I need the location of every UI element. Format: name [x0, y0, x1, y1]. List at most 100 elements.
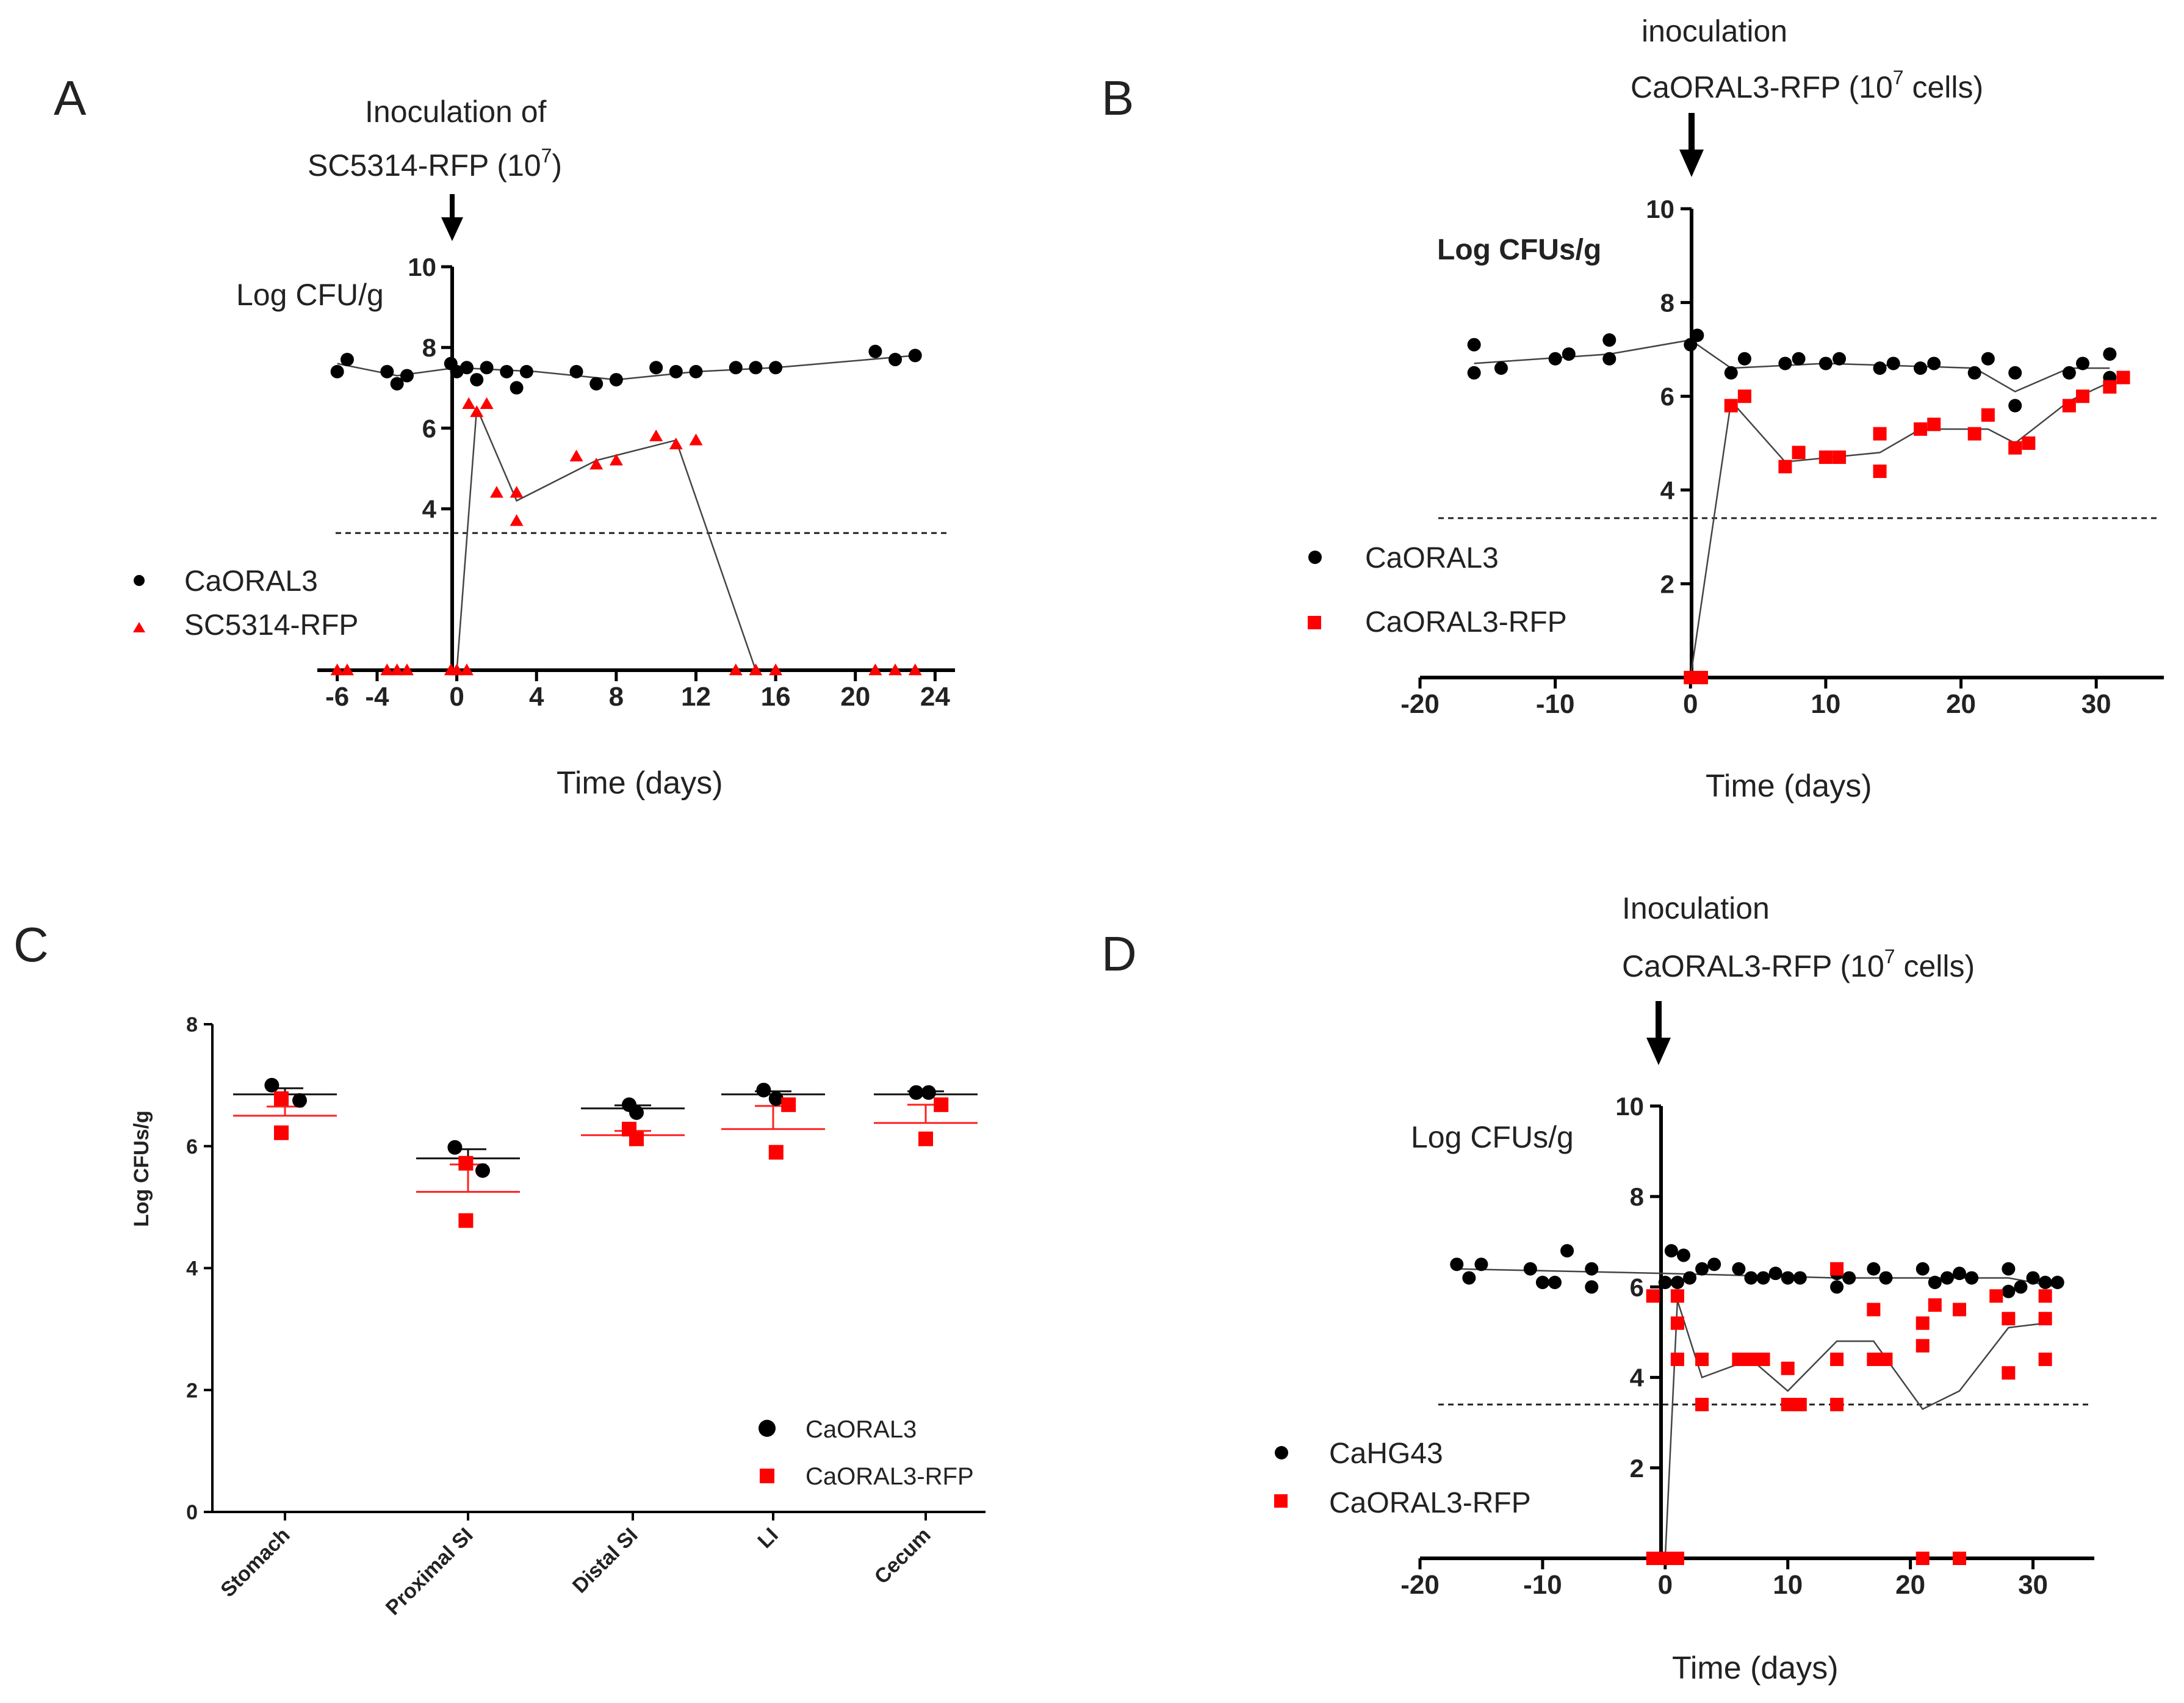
x-tick-label: 10	[1811, 689, 1840, 719]
x-tick-label: 30	[2018, 1570, 2048, 1600]
x-tick-label: 20	[840, 682, 870, 712]
x-tick-label: 12	[681, 682, 711, 712]
data-point-cahg43	[1793, 1271, 1807, 1285]
data-point-caoral3	[1778, 356, 1792, 371]
y-tick-label: 2	[1660, 569, 1674, 598]
data-point-caoral3	[1467, 338, 1481, 352]
x-tick-label: 0	[449, 682, 464, 712]
data-point-caoral3	[649, 361, 663, 375]
panel-b-ylabel: Log CFUs/g	[1437, 234, 1601, 266]
data-point-caoral3-rfp	[918, 1131, 933, 1146]
data-point-caoral3	[1562, 347, 1576, 361]
data-point-sc5314-rfp	[470, 405, 484, 418]
y-tick-label: 6	[1630, 1273, 1644, 1301]
legend-label-cahg43: CaHG43	[1329, 1437, 1443, 1470]
data-point-cahg43	[1744, 1271, 1758, 1285]
legend-marker-caoral3-rfp	[760, 1469, 774, 1483]
data-point-cahg43	[1548, 1275, 1562, 1289]
legend-marker-cahg43	[1275, 1446, 1288, 1459]
data-point-cahg43	[1842, 1271, 1856, 1285]
data-point-caoral3-rfp	[1879, 1352, 1893, 1366]
legend-label-caoral3: CaORAL3	[805, 1416, 917, 1443]
panel-a-annotation-exponent: 7	[541, 145, 552, 167]
data-point-caoral3	[1818, 356, 1833, 371]
data-point-caoral3-rfp	[2116, 371, 2130, 385]
data-point-caoral3-rfp	[274, 1125, 289, 1140]
data-point-caoral3-rfp	[1967, 427, 1981, 441]
panel-d-annotation-line1: Inoculation	[1622, 891, 1770, 925]
data-point-cahg43	[1676, 1248, 1690, 1262]
data-point-caoral3-rfp	[1989, 1289, 2003, 1303]
data-point-caoral3-rfp	[2002, 1366, 2016, 1380]
data-point-sc5314-rfp	[609, 454, 623, 466]
panel-label-d: D	[1101, 927, 1137, 981]
data-point-caoral3	[908, 349, 922, 363]
data-point-caoral3	[769, 361, 783, 375]
y-tick-label: 4	[422, 495, 437, 524]
data-point-caoral3-rfp	[1953, 1552, 1966, 1565]
panel-a-annotation-line1: Inoculation of	[365, 95, 547, 129]
data-point-caoral3	[519, 364, 533, 378]
data-point-caoral3-rfp	[1695, 671, 1709, 684]
series-caoral3	[330, 344, 922, 395]
data-point-caoral3	[1737, 352, 1751, 366]
panel-a-xlabel: Time (days)	[557, 765, 723, 801]
y-tick-label: 2	[186, 1379, 198, 1402]
data-point-caoral3	[2076, 356, 2090, 371]
data-point-caoral3	[390, 377, 404, 391]
panel-d-annotation-exponent: 7	[1884, 946, 1895, 967]
data-point-caoral3	[330, 364, 344, 378]
data-point-caoral3	[1914, 361, 1928, 375]
panel-b-annotation-suffix: cells)	[1904, 70, 1984, 104]
data-point-caoral3	[2008, 366, 2022, 380]
data-point-caoral3	[1927, 356, 1941, 371]
data-point-caoral3	[2103, 347, 2117, 361]
data-point-caoral3	[264, 1077, 279, 1093]
data-point-caoral3	[1833, 352, 1847, 366]
panel-c-ylabel: Log CFUs/g	[130, 1110, 153, 1227]
data-point-sc5314-rfp	[462, 397, 476, 409]
y-tick-label: 10	[408, 253, 436, 281]
data-point-cahg43	[2050, 1275, 2064, 1289]
data-point-caoral3	[569, 364, 583, 378]
data-point-caoral3-rfp	[1695, 1352, 1709, 1366]
legend-marker-sc5314-rfp	[133, 622, 145, 632]
x-tick-label: 0	[1683, 689, 1698, 719]
data-point-caoral3-rfp	[1830, 1262, 1844, 1276]
data-point-cahg43	[1585, 1280, 1599, 1294]
data-point-caoral3-rfp	[2062, 399, 2076, 413]
data-point-caoral3	[292, 1093, 307, 1108]
data-point-sc5314-rfp	[510, 486, 524, 498]
legend-marker-caoral3-rfp	[1308, 616, 1321, 629]
data-point-caoral3	[1467, 366, 1481, 380]
legend-label-caoral3: CaORAL3	[184, 565, 318, 598]
data-point-caoral3-rfp	[1781, 1398, 1795, 1412]
data-point-caoral3-rfp	[2038, 1312, 2052, 1326]
legend-marker-caoral3	[1308, 551, 1322, 564]
data-point-caoral3-rfp	[1670, 1552, 1684, 1565]
data-point-caoral3	[749, 361, 763, 375]
data-point-cahg43	[1953, 1267, 1966, 1281]
data-point-sc5314-rfp	[769, 663, 783, 676]
data-point-caoral3	[1724, 366, 1738, 380]
data-point-caoral3	[380, 364, 394, 378]
panel-d-legend: CaHG43 CaORAL3-RFP	[1274, 1437, 1531, 1519]
panel-b-plot-area: -20 -10 0 10 20 30 2 4 6 8 10	[1400, 195, 2164, 719]
data-point-caoral3-rfp	[1744, 1352, 1758, 1366]
data-point-caoral3	[510, 381, 524, 395]
panel-b-annotation-line2: CaORAL3-RFP (107 cells)	[1631, 67, 1983, 104]
data-point-caoral3-rfp	[1778, 460, 1792, 474]
series-caoral3-rfp	[274, 1091, 949, 1228]
panel-a: Inoculation of SC5314-RFP (107) Log CFU/…	[133, 95, 955, 801]
data-point-caoral3-rfp	[1684, 671, 1698, 684]
panel-a-arrow	[441, 194, 463, 241]
data-point-caoral3-rfp	[1830, 1352, 1844, 1366]
data-point-cahg43	[1560, 1244, 1574, 1258]
panel-b-annotation-line1: inoculation	[1642, 14, 1787, 48]
y-tick-label: 4	[186, 1257, 198, 1281]
panel-d-annotation-suffix: cells)	[1895, 949, 1975, 983]
data-point-caoral3-rfp	[768, 1144, 784, 1160]
data-point-caoral3	[1602, 333, 1616, 347]
data-point-cahg43	[2002, 1284, 2016, 1298]
